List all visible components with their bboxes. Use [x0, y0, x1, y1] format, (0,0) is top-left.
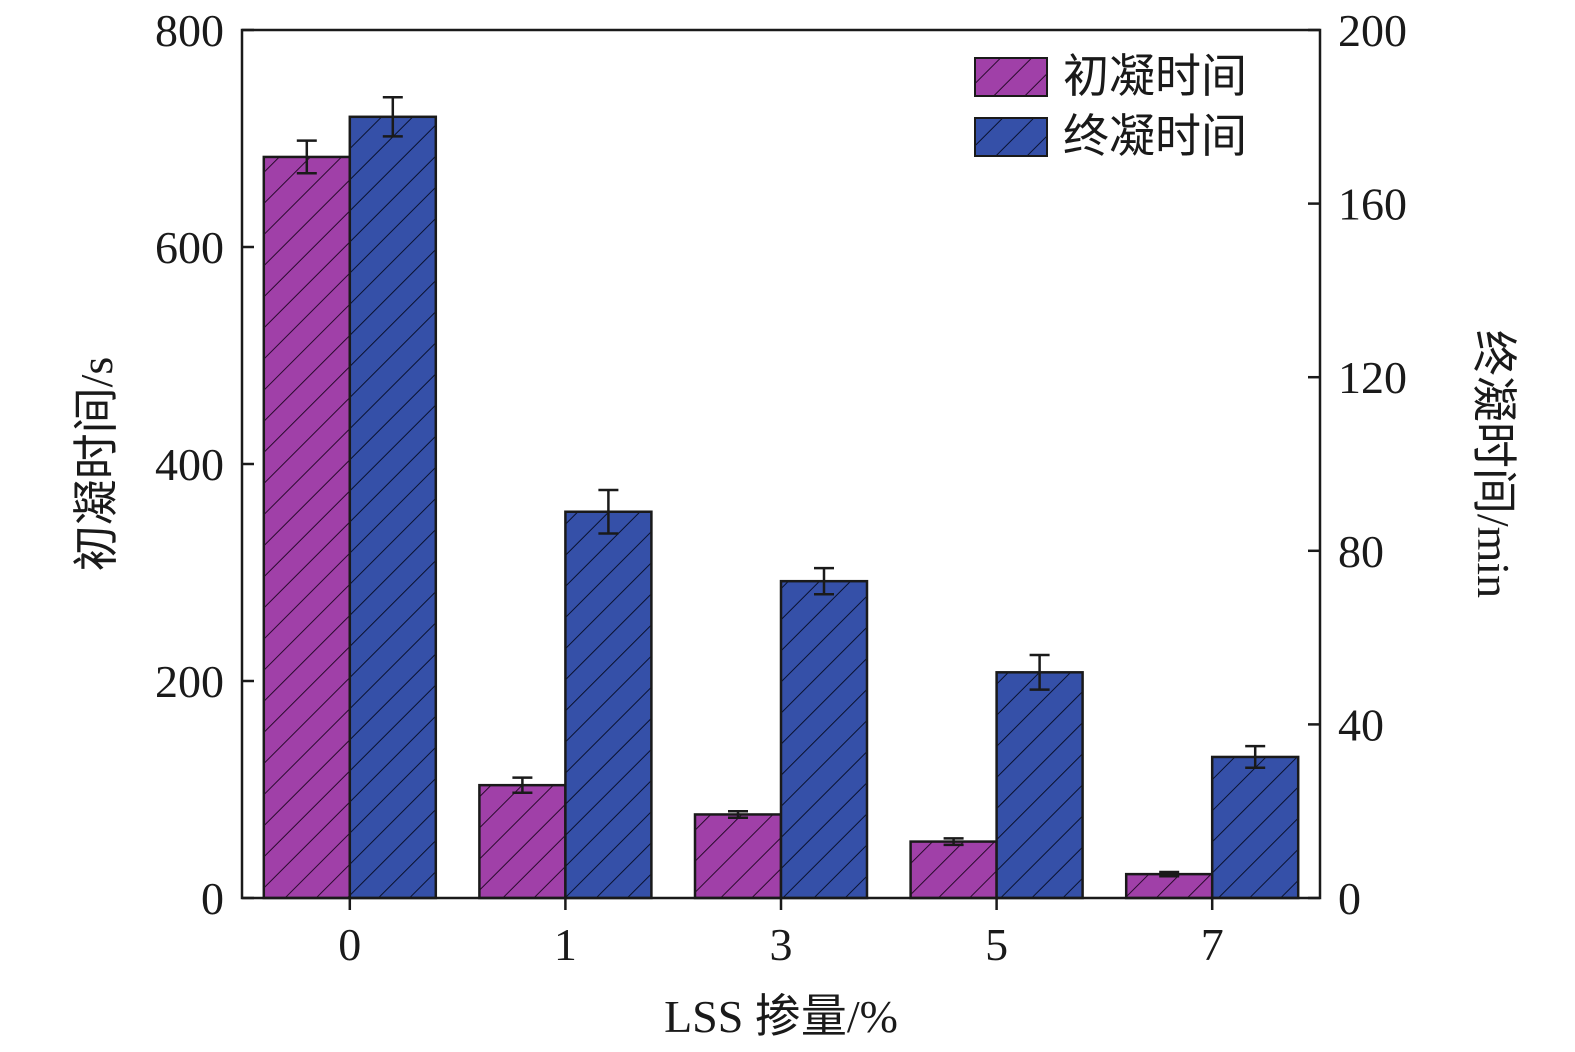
error-bars-layer	[296, 96, 1266, 878]
bar-initial-setting-5	[909, 840, 998, 900]
left-y-axis-title: 初凝时间/s	[71, 357, 122, 572]
error-bar-final-setting-0	[382, 96, 403, 138]
legend: 初凝时间 终凝时间	[974, 51, 1247, 162]
axes-layer: 0 1 3 5 7 0 200 400 600 800 0 40 80 120 160 200	[155, 5, 1407, 970]
x-tick-label-0: 0	[338, 919, 361, 970]
x-axis-title: LSS 掺量/%	[664, 991, 898, 1042]
right-y-tick-label-40: 40	[1338, 699, 1384, 750]
bar-initial-setting-7	[1124, 872, 1214, 900]
error-bar-initial-setting-7	[1159, 870, 1180, 878]
right-y-tick-label-160: 160	[1338, 179, 1407, 230]
right-y-tick-label-120: 120	[1338, 352, 1407, 403]
legend-swatch-initial-setting	[974, 57, 1048, 97]
left-y-tick-label-200: 200	[155, 656, 224, 707]
right-y-tick-label-200: 200	[1338, 5, 1407, 56]
right-y-tick-label-80: 80	[1338, 526, 1384, 577]
error-bar-initial-setting-5	[943, 837, 964, 847]
x-tick-label-5: 5	[985, 919, 1008, 970]
bar-final-setting-5	[995, 671, 1084, 900]
bar-final-setting-7	[1210, 755, 1300, 900]
legend-swatch-final-setting	[974, 117, 1048, 157]
right-y-tick-label-0: 0	[1338, 873, 1361, 924]
legend-label-final-setting: 终凝时间	[1063, 111, 1247, 162]
left-y-tick-label-600: 600	[155, 222, 224, 273]
bar-initial-setting-3	[693, 813, 783, 900]
bar-final-setting-1	[564, 510, 653, 900]
x-tick-label-3: 3	[770, 919, 793, 970]
error-bar-initial-setting-1	[512, 776, 533, 795]
bar-initial-setting-1	[478, 783, 567, 900]
error-bar-initial-setting-3	[728, 809, 748, 819]
error-bar-final-setting-7	[1245, 744, 1266, 770]
error-bar-final-setting-5	[1029, 653, 1050, 691]
bar-final-setting-0	[348, 115, 438, 900]
error-bar-initial-setting-0	[296, 139, 317, 175]
error-bar-final-setting-1	[598, 488, 619, 535]
right-y-axis-title: 终凝时间/min	[1468, 330, 1519, 598]
left-y-tick-label-0: 0	[201, 873, 224, 924]
x-tick-label-1: 1	[554, 919, 577, 970]
bar-final-setting-3	[779, 579, 869, 900]
legend-label-initial-setting: 初凝时间	[1063, 51, 1247, 102]
left-y-tick-label-800: 800	[155, 5, 224, 56]
error-bar-final-setting-3	[814, 566, 834, 596]
x-tick-label-7: 7	[1201, 919, 1224, 970]
bars-layer	[262, 115, 1300, 900]
left-y-tick-label-400: 400	[155, 439, 224, 490]
bar-initial-setting-0	[262, 155, 352, 900]
